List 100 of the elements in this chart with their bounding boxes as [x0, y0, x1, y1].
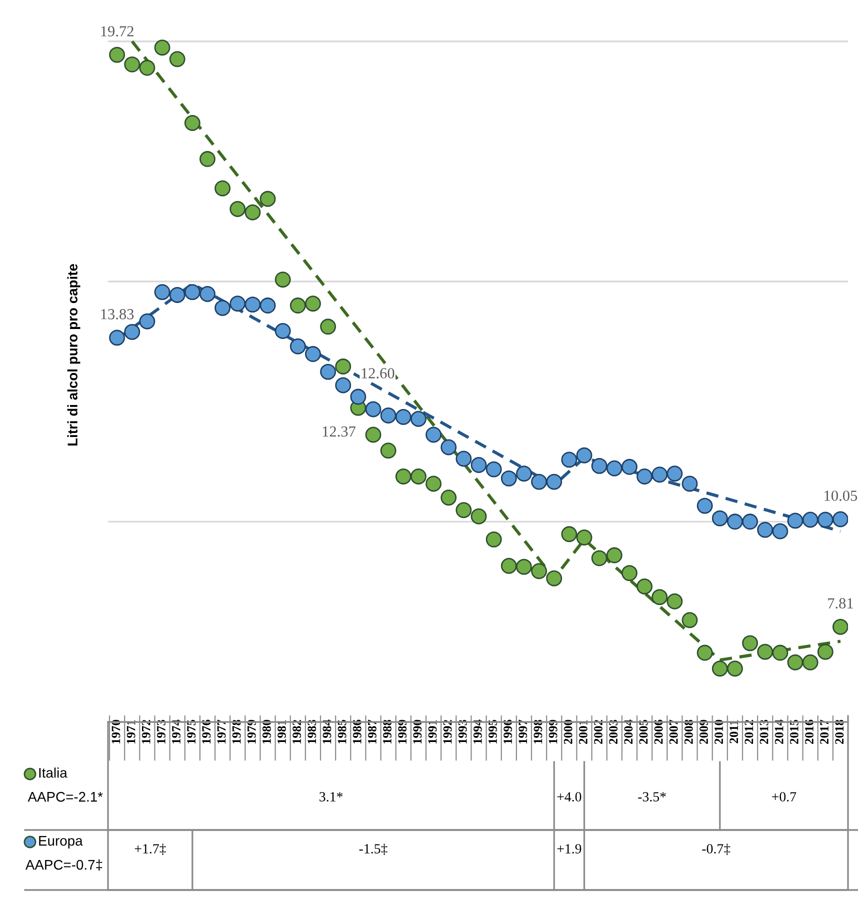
point — [486, 531, 502, 548]
point — [576, 530, 592, 546]
data-label: 12.60 — [362, 368, 394, 378]
text: +0.7 — [772, 792, 796, 802]
point — [350, 388, 366, 405]
point — [712, 660, 728, 677]
point — [169, 286, 186, 303]
x-tick-label: 1996 — [504, 720, 512, 744]
point — [470, 457, 487, 473]
text: 3.1* — [320, 792, 343, 802]
point — [591, 550, 608, 566]
point — [606, 547, 622, 564]
point — [576, 447, 592, 464]
point — [516, 466, 532, 482]
point — [395, 468, 412, 484]
point — [124, 324, 140, 340]
point — [666, 593, 683, 610]
point — [726, 514, 743, 530]
point — [546, 570, 562, 586]
point — [139, 60, 156, 76]
text: +1.7‡ — [134, 844, 166, 855]
point — [742, 514, 758, 530]
text: +4.0 — [557, 792, 582, 802]
point — [802, 512, 818, 528]
point — [712, 510, 728, 526]
x-tick-label: 2008 — [684, 720, 693, 744]
x-tick-label: 2006 — [654, 720, 663, 744]
point — [531, 563, 548, 580]
point — [561, 452, 578, 468]
data-label: 7.81 — [828, 598, 853, 609]
text: -1.5‡ — [359, 844, 388, 855]
point — [109, 330, 126, 346]
point — [410, 468, 426, 484]
point — [516, 558, 532, 575]
point — [561, 526, 578, 542]
point — [787, 512, 804, 529]
point — [410, 410, 426, 427]
data-label: 12.37 — [322, 426, 356, 437]
point — [184, 115, 200, 131]
x-tick-label: 1988 — [383, 720, 392, 744]
point — [531, 474, 548, 490]
point — [230, 201, 246, 217]
point — [470, 508, 487, 524]
x-tick-label: 2016 — [805, 720, 814, 744]
point — [304, 296, 321, 312]
data-label: 13.83 — [101, 309, 134, 320]
y-axis-title: Litri di alcol puro pro capite — [67, 264, 80, 446]
point — [290, 298, 306, 314]
point — [320, 318, 336, 335]
text: AAPC=-2.1* — [28, 792, 103, 802]
point — [169, 51, 186, 68]
x-tick-label: 2000 — [564, 720, 572, 744]
point — [365, 426, 382, 443]
legend-label: Italia — [39, 768, 68, 778]
x-tick-label: 2018 — [835, 720, 844, 744]
point — [440, 439, 457, 456]
data-label: 19.72 — [101, 26, 134, 36]
point — [244, 296, 261, 313]
text: +1.9 — [557, 844, 582, 854]
point — [757, 644, 774, 660]
point — [500, 470, 517, 486]
point — [696, 498, 713, 514]
x-tick-label: 1980 — [262, 720, 271, 744]
point — [335, 377, 352, 394]
x-tick-label: 1990 — [413, 720, 422, 744]
point — [832, 511, 848, 528]
point — [230, 296, 246, 312]
point — [274, 272, 291, 288]
point — [772, 523, 788, 540]
point — [184, 284, 200, 300]
point — [290, 338, 306, 354]
point — [395, 408, 412, 425]
point — [380, 408, 396, 424]
point — [456, 450, 472, 467]
point — [139, 313, 156, 330]
point — [154, 284, 170, 300]
point — [274, 323, 291, 339]
point — [666, 466, 683, 482]
point — [426, 476, 442, 492]
point — [817, 512, 834, 528]
point — [244, 204, 261, 220]
x-tick-label: 1986 — [352, 720, 362, 744]
point — [260, 298, 276, 314]
point — [787, 654, 804, 670]
point — [652, 589, 668, 606]
point — [260, 190, 276, 207]
point — [546, 474, 562, 490]
point — [682, 612, 698, 628]
point — [486, 461, 502, 478]
point — [456, 502, 472, 518]
data-label: 10.05 — [824, 490, 858, 501]
x-tick-label: 2005 — [639, 720, 648, 744]
text: -0.7‡ — [702, 844, 730, 855]
point — [365, 401, 382, 418]
point — [606, 460, 622, 476]
point — [682, 476, 698, 492]
point — [832, 618, 848, 635]
x-tick-label: 1998 — [534, 720, 542, 744]
point — [817, 644, 834, 660]
point — [304, 346, 321, 362]
